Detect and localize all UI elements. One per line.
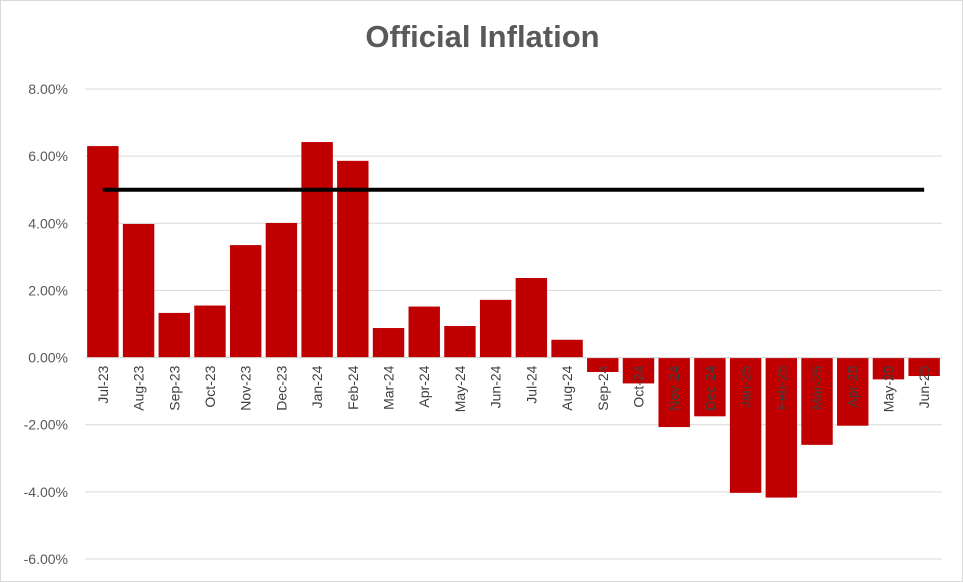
bar-oct-23 — [194, 305, 226, 358]
bar-jan-24 — [301, 142, 333, 358]
category-label: May-25 — [880, 365, 896, 412]
chart-title: Official Inflation — [365, 19, 600, 54]
y-tick-label: -6.00% — [24, 551, 68, 567]
y-tick-label: -2.00% — [24, 417, 68, 433]
bar-aug-24 — [551, 339, 583, 358]
bar-may-25 — [872, 357, 905, 380]
bar-jan-25 — [729, 357, 762, 493]
category-label: Apr-25 — [845, 365, 861, 407]
bar-dec-23 — [265, 222, 298, 358]
bar-jul-24 — [515, 278, 548, 358]
bar-mar-24 — [372, 328, 405, 358]
bar-nov-24 — [658, 357, 690, 428]
category-label: Apr-24 — [416, 365, 432, 407]
bar-jul-23 — [87, 146, 119, 358]
category-label: Dec-24 — [702, 365, 718, 410]
y-tick-label: 6.00% — [28, 148, 68, 164]
y-tick-label: 4.00% — [28, 215, 68, 231]
category-label: Feb-24 — [345, 365, 361, 410]
bar-dec-24 — [694, 357, 726, 417]
category-label: Sep-24 — [595, 365, 611, 410]
bar-nov-23 — [229, 245, 262, 358]
category-label: Aug-24 — [559, 365, 575, 410]
bar-jun-25 — [908, 357, 940, 377]
bar-jun-24 — [479, 299, 512, 358]
category-label: Nov-24 — [666, 365, 682, 410]
category-label: May-24 — [452, 365, 468, 412]
bar-feb-25 — [765, 357, 798, 498]
category-label: Jul-23 — [95, 365, 111, 403]
category-label: Jan-24 — [309, 365, 325, 408]
category-label: Jan-25 — [738, 365, 754, 408]
category-label: Mar-24 — [381, 365, 397, 410]
bar-apr-24 — [408, 306, 440, 358]
category-label: Nov-23 — [238, 365, 254, 410]
category-label: Dec-23 — [273, 365, 289, 410]
y-tick-label: 8.00% — [28, 81, 68, 97]
category-label: Jun-24 — [488, 365, 504, 408]
category-label: Jul-24 — [523, 365, 539, 403]
y-tick-label: 0.00% — [28, 350, 68, 366]
y-tick-label: 2.00% — [28, 282, 68, 298]
bar-oct-24 — [622, 357, 655, 384]
category-label: Oct-23 — [202, 365, 218, 407]
category-label: Sep-23 — [166, 365, 182, 410]
y-tick-label: -4.00% — [24, 484, 68, 500]
category-label: Feb-25 — [773, 365, 789, 410]
bar-apr-25 — [837, 357, 869, 426]
bar-mar-25 — [801, 357, 833, 445]
category-label: Aug-23 — [131, 365, 147, 410]
bar-sep-23 — [158, 312, 190, 358]
bar-sep-24 — [587, 357, 619, 373]
bar-may-24 — [444, 326, 476, 358]
category-label: Oct-24 — [630, 365, 646, 407]
bar-feb-24 — [337, 160, 369, 358]
category-label: Jun-25 — [916, 365, 932, 408]
category-label: Mar-25 — [809, 365, 825, 410]
bar-aug-23 — [122, 223, 155, 358]
